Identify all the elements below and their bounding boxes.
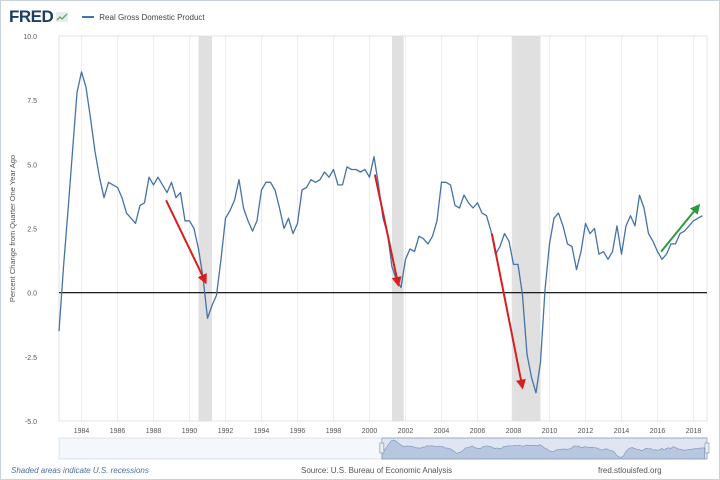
y-tick-label-3: 2.5 — [27, 227, 37, 234]
y-tick-label-6: -5.0 — [25, 419, 37, 426]
y-tick-label-5: -2.5 — [25, 355, 37, 362]
fred-logo[interactable]: FRED — [9, 7, 54, 26]
legend: Real Gross Domestic Product — [82, 12, 205, 22]
x-tick-label-5: 1994 — [254, 428, 270, 435]
x-tick-label-6: 1996 — [290, 428, 306, 435]
x-tick-label-0: 1984 — [74, 428, 90, 435]
plot-area — [58, 35, 708, 422]
x-tick-label-7: 1998 — [326, 428, 342, 435]
chart-footer: Shaded areas indicate U.S. recessions So… — [1, 464, 719, 478]
chart-svg[interactable]: 1984 1986 1988 1990 1992 1994 1996 1998 2000 2002… — [1, 1, 719, 463]
navigator-handle-left[interactable] — [379, 442, 385, 454]
x-tick-label-12: 2008 — [506, 428, 522, 435]
annotation-arrow-0 — [165, 199, 207, 285]
x-tick-label-11: 2006 — [470, 428, 486, 435]
navigator-window[interactable] — [381, 437, 708, 460]
y-tick-label-0: 10.0 — [23, 34, 37, 41]
y-axis-label: Percent Change from Quarter One Year Ago — [8, 155, 17, 302]
x-tick-label-15: 2014 — [614, 428, 630, 435]
fred-logo-chart-icon — [56, 12, 69, 22]
y-tick-label-1: 7.5 — [27, 98, 37, 105]
legend-swatch — [82, 16, 95, 18]
annotation-arrow-2 — [490, 233, 526, 390]
x-tick-label-8: 2000 — [362, 428, 378, 435]
site-link[interactable]: fred.stlouisfed.org — [598, 466, 662, 475]
source-note: Source: U.S. Bureau of Economic Analysis — [301, 466, 453, 475]
x-tick-label-1: 1986 — [110, 428, 126, 435]
y-tick-label-2: 5.0 — [27, 162, 37, 169]
x-tick-label-17: 2018 — [686, 428, 702, 435]
x-tick-label-4: 1992 — [218, 428, 234, 435]
x-tick-label-10: 2004 — [434, 428, 450, 435]
x-tick-label-3: 1990 — [182, 428, 198, 435]
chart-header: FRED Real Gross Domestic Product — [9, 7, 205, 27]
recession-band-0 — [198, 36, 212, 421]
navigator-series — [381, 439, 706, 460]
recession-note: Shaded areas indicate U.S. recessions — [11, 466, 149, 475]
x-tick-label-9: 2002 — [398, 428, 414, 435]
navigator-handle-right[interactable] — [704, 442, 710, 454]
x-tick-label-16: 2016 — [650, 428, 666, 435]
legend-label: Real Gross Domestic Product — [99, 12, 205, 22]
recession-band-2 — [511, 36, 541, 421]
y-tick-label-4: 0.0 — [27, 291, 37, 298]
x-tick-label-13: 2010 — [542, 428, 558, 435]
annotation-arrow-3 — [660, 203, 701, 253]
x-tick-label-14: 2012 — [578, 428, 594, 435]
x-tick-label-2: 1988 — [146, 428, 162, 435]
recession-band-1 — [392, 36, 404, 421]
annotation-arrow-1 — [373, 174, 402, 287]
